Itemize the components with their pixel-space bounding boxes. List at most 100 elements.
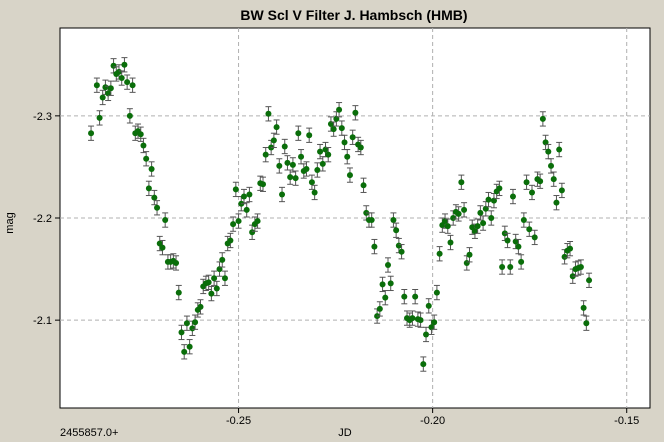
data-point xyxy=(154,200,161,216)
point-marker xyxy=(542,139,549,146)
data-point xyxy=(262,147,269,163)
point-marker xyxy=(395,242,402,249)
point-marker xyxy=(96,114,103,121)
data-point xyxy=(235,213,242,229)
point-marker xyxy=(436,250,443,257)
point-marker xyxy=(262,151,269,158)
point-marker xyxy=(471,228,478,235)
data-point xyxy=(330,121,337,137)
point-marker xyxy=(260,181,267,188)
data-point xyxy=(387,275,394,292)
point-marker xyxy=(284,159,291,166)
point-marker xyxy=(341,139,348,146)
point-marker xyxy=(518,258,525,265)
data-point xyxy=(542,134,549,151)
data-point xyxy=(246,186,253,203)
point-marker xyxy=(390,217,397,224)
data-point xyxy=(219,252,226,268)
point-marker xyxy=(384,261,391,268)
point-marker xyxy=(105,90,112,97)
data-point xyxy=(143,151,150,167)
data-point xyxy=(458,174,465,190)
data-point xyxy=(537,173,544,189)
point-marker xyxy=(181,348,188,355)
data-point xyxy=(455,206,462,222)
point-marker xyxy=(270,137,277,144)
data-point xyxy=(398,244,405,260)
point-marker xyxy=(107,85,114,92)
data-point xyxy=(550,171,557,187)
data-point xyxy=(349,129,356,145)
point-marker xyxy=(197,303,204,310)
data-point xyxy=(583,315,590,331)
point-marker xyxy=(243,206,250,213)
point-marker xyxy=(463,259,470,266)
point-marker xyxy=(240,193,247,200)
point-marker xyxy=(319,160,326,167)
point-marker xyxy=(561,253,568,260)
data-point xyxy=(539,111,546,127)
point-marker xyxy=(520,217,527,224)
point-marker xyxy=(216,266,223,273)
point-marker xyxy=(118,75,125,82)
data-point xyxy=(417,312,424,328)
point-marker xyxy=(219,256,226,263)
data-point xyxy=(240,188,247,205)
point-marker xyxy=(292,175,299,182)
data-point xyxy=(140,137,147,154)
data-point xyxy=(384,257,391,273)
data-point xyxy=(162,212,169,228)
point-marker xyxy=(273,124,280,131)
data-point xyxy=(344,149,351,165)
data-points xyxy=(88,57,593,372)
data-point xyxy=(107,80,114,96)
y-tick-label: -2.2 xyxy=(33,213,52,225)
data-point xyxy=(175,284,182,301)
point-marker xyxy=(333,115,340,122)
data-point xyxy=(433,284,440,301)
point-marker xyxy=(368,217,375,224)
point-marker xyxy=(279,191,286,198)
point-marker xyxy=(227,237,234,244)
point-marker xyxy=(287,174,294,181)
data-point xyxy=(504,232,511,249)
point-marker xyxy=(121,61,128,68)
point-marker xyxy=(548,162,555,169)
point-marker xyxy=(325,151,332,158)
point-marker xyxy=(213,285,220,292)
data-point xyxy=(181,344,188,360)
point-marker xyxy=(183,320,190,327)
point-marker xyxy=(529,189,535,196)
point-marker xyxy=(344,153,351,160)
data-point xyxy=(360,177,367,193)
point-marker xyxy=(444,223,451,230)
point-marker xyxy=(311,189,318,196)
point-marker xyxy=(586,277,593,284)
chart-title: BW Scl V Filter J. Hambsch (HMB) xyxy=(240,7,467,23)
point-marker xyxy=(482,205,489,212)
point-marker xyxy=(515,243,522,250)
point-marker xyxy=(192,319,199,326)
point-marker xyxy=(420,361,427,368)
data-point xyxy=(292,170,299,186)
point-marker xyxy=(401,293,408,300)
data-point xyxy=(355,136,362,153)
point-marker xyxy=(496,185,503,192)
point-marker xyxy=(504,237,511,244)
data-point xyxy=(368,212,375,228)
data-point xyxy=(580,300,587,316)
point-marker xyxy=(137,131,144,138)
point-marker xyxy=(298,153,305,160)
point-marker xyxy=(102,84,109,91)
point-marker xyxy=(289,161,296,168)
data-point xyxy=(556,141,563,158)
point-marker xyxy=(360,182,367,189)
point-marker xyxy=(110,62,117,69)
point-marker xyxy=(230,221,237,228)
data-point xyxy=(243,202,250,218)
point-marker xyxy=(140,142,147,149)
point-marker xyxy=(382,294,389,301)
point-marker xyxy=(322,146,329,153)
data-point xyxy=(412,289,419,305)
